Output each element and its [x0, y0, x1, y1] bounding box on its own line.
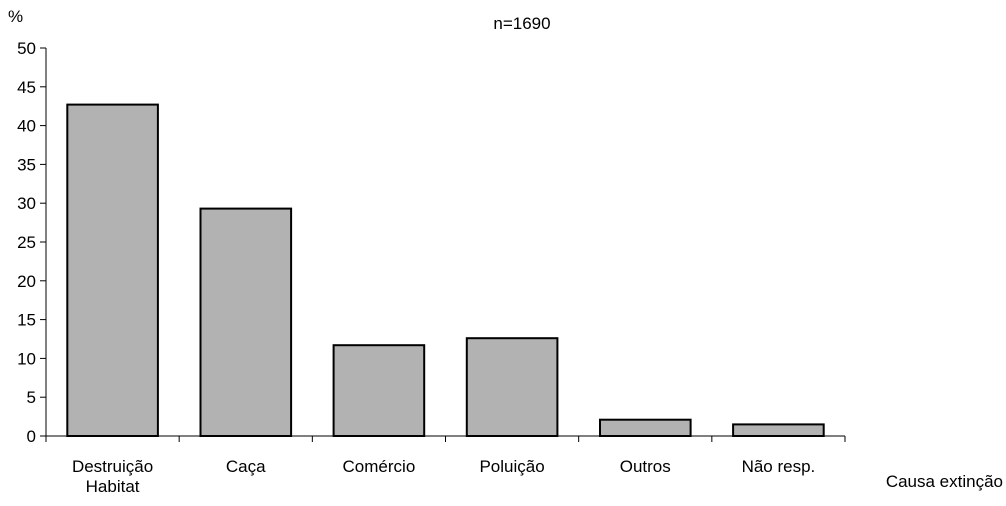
y-tick-label: 10	[17, 349, 36, 368]
y-axis: 0 5 10 15 20 25 30 35 40 45 50	[17, 39, 47, 446]
y-tick-label: 20	[17, 272, 36, 291]
x-axis-label: Causa extinção	[886, 472, 1003, 491]
y-tick-label: 30	[17, 194, 36, 213]
x-tick-label: Não resp.	[742, 457, 816, 476]
y-tick-label: 40	[17, 117, 36, 136]
x-tick-label: Destruição Habitat	[72, 457, 153, 496]
y-tick-label: 15	[17, 311, 36, 330]
bar	[332, 344, 426, 438]
y-tick-label: 5	[27, 388, 36, 407]
bar	[599, 418, 692, 438]
chart-title: n=1690	[493, 14, 550, 33]
bar	[732, 423, 825, 437]
x-axis: Destruição Habitat Caça Comércio Poluição Out…	[45, 435, 846, 496]
y-tick-label: 25	[17, 233, 36, 252]
x-tick-label: Caça	[226, 457, 266, 476]
y-tick-label: 0	[27, 427, 36, 446]
x-tick-label: Poluição	[479, 457, 544, 476]
y-axis-label: %	[8, 7, 23, 26]
y-tick-label: 35	[17, 155, 36, 174]
y-tick-label: 45	[17, 78, 36, 97]
bar	[199, 207, 293, 437]
bars-group	[66, 103, 825, 438]
bar	[66, 103, 159, 437]
y-tick-label: 50	[17, 39, 36, 58]
x-tick-label: Outros	[620, 457, 671, 476]
x-tick-label: Comércio	[343, 457, 416, 476]
bar	[465, 337, 559, 438]
